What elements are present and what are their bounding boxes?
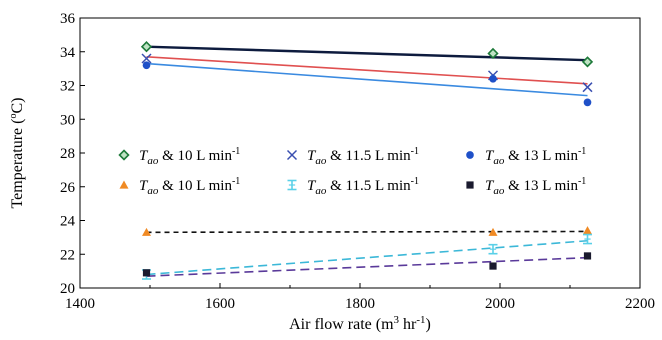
data-point-series-2 <box>141 53 152 64</box>
data-point-series-3 <box>142 61 151 70</box>
x-tick-label: 1600 <box>205 296 235 312</box>
x-tick-label: 1400 <box>65 296 95 312</box>
legend-marker-2 <box>286 149 298 161</box>
axes: 1400 1600 1800 2000 2200 20 22 24 26 28 30 32 34 36 <box>60 11 655 312</box>
x-tick-label: 2200 <box>625 296 655 312</box>
data-point-series-5 <box>488 243 498 255</box>
legend-label-3: Tao & 13 L min-1 <box>485 146 586 167</box>
legend-marker-1 <box>118 149 130 161</box>
y-tick-label: 34 <box>60 45 76 61</box>
y-tick-label: 22 <box>60 247 75 263</box>
data-point-series-1 <box>140 41 153 53</box>
legend-marker-3 <box>466 151 474 159</box>
data-point-series-1 <box>487 47 499 60</box>
data-point-series-6 <box>583 252 592 260</box>
x-axis-label: Air flow rate (m3 hr-1) <box>289 314 431 333</box>
y-tick-label: 32 <box>60 79 75 95</box>
legend: Tao & 10 L min-1 Tao & 11.5 L min-1 Tao & … <box>118 146 586 197</box>
legend-label-4: Tao & 10 L min-1 <box>139 176 240 197</box>
fit-line-series-6 <box>146 256 588 277</box>
marker-stroke <box>141 53 152 64</box>
fit-line-series-3 <box>146 62 588 97</box>
legend-label-5: Tao & 11.5 L min-1 <box>307 176 419 197</box>
fit-line-series-2 <box>146 56 588 85</box>
fit-line-series-5 <box>146 239 588 276</box>
data-point-series-4 <box>488 227 498 236</box>
fit-line-series-1 <box>146 45 588 62</box>
y-tick-label: 28 <box>60 146 75 162</box>
data-point-series-4 <box>583 226 592 235</box>
data-point-series-3 <box>489 74 497 83</box>
data-point-series-4 <box>142 227 151 236</box>
x-tick-label: 1800 <box>345 296 375 312</box>
data-markers <box>140 41 594 280</box>
y-tick-label: 24 <box>60 214 76 230</box>
fit-lines <box>146 45 588 277</box>
data-point-series-6 <box>489 262 497 270</box>
data-point-series-1 <box>581 56 594 68</box>
legend-marker-4 <box>119 180 129 189</box>
marker-stroke <box>582 82 593 93</box>
legend-label-6: Tao & 13 L min-1 <box>485 176 586 197</box>
legend-label-1: Tao & 10 L min-1 <box>139 146 240 167</box>
marker-stroke <box>286 149 298 161</box>
y-tick-label: 36 <box>60 11 76 27</box>
fit-line-series-4 <box>146 230 588 234</box>
x-tick-label: 2000 <box>485 296 515 312</box>
y-axis-label: Temperature (oC) <box>8 98 26 209</box>
y-tick-label: 26 <box>60 180 76 196</box>
legend-label-2: Tao & 11.5 L min-1 <box>307 146 419 167</box>
data-point-series-2 <box>582 82 593 93</box>
legend-marker-5 <box>287 179 297 191</box>
legend-marker-6 <box>466 181 474 189</box>
data-point-series-3 <box>583 98 592 107</box>
data-point-series-5 <box>583 233 592 245</box>
y-tick-label: 30 <box>60 112 75 128</box>
data-point-series-6 <box>142 269 151 277</box>
y-tick-label: 20 <box>60 281 75 297</box>
